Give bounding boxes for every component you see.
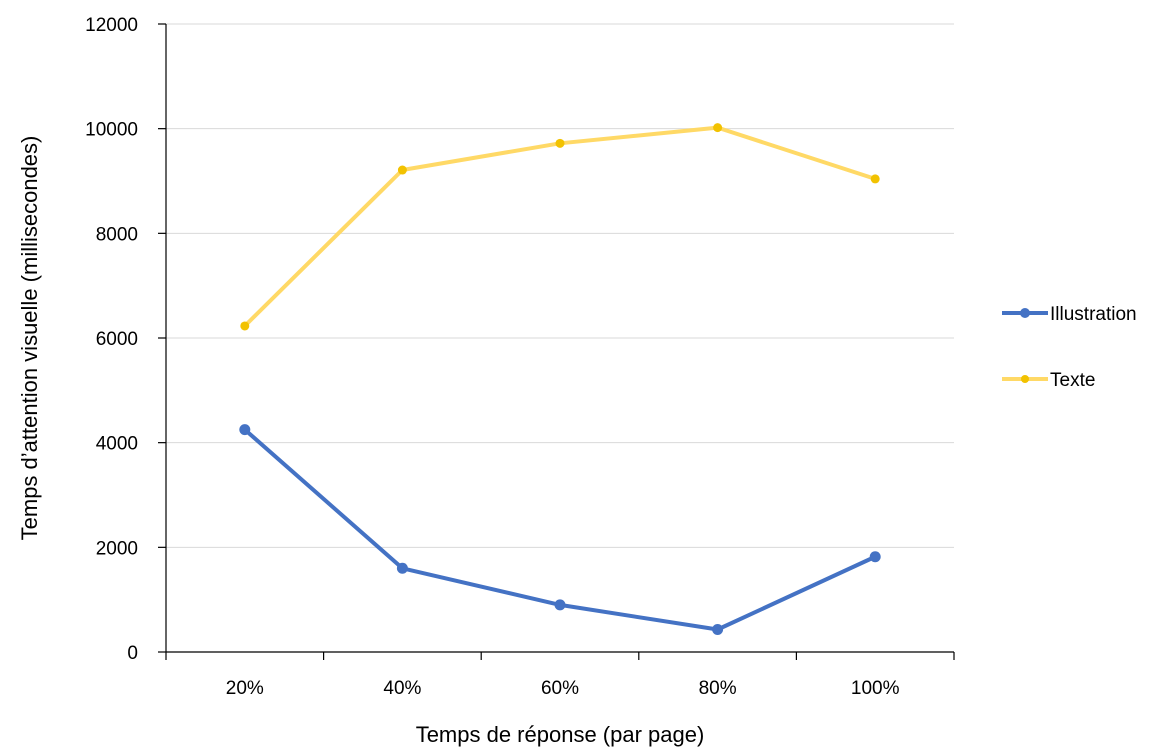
legend-swatch-marker [1021,375,1029,383]
legend-label: Illustration [1050,304,1137,325]
data-point [396,562,408,574]
series-line [242,125,878,328]
series-illustration [239,424,881,635]
y-tick-label: 0 [127,643,138,664]
legend: Illustration Texte [1002,304,1137,391]
y-tick-label: 10000 [85,120,138,141]
axes: 0 2000 4000 6000 8000 10000 12000 20% 40% 60% 80% 1… [85,15,955,699]
gridlines [166,23,954,548]
data-point [555,138,565,148]
x-tick-label: 60% [541,678,579,699]
data-point [713,123,723,133]
data-point [869,551,881,563]
y-axis-title: Temps d’attention visuelle (milliseconde… [17,136,42,541]
legend-item-illustration: Illustration [1002,304,1137,325]
y-tick-label: 6000 [96,329,138,350]
x-tick-label: 40% [383,678,421,699]
x-tick-label: 100% [851,678,900,699]
series-texte [240,123,880,331]
data-point [397,165,407,175]
data-point [870,174,880,184]
data-point [240,321,250,331]
legend-swatch-marker [1020,308,1030,318]
x-tick-label: 20% [226,678,264,699]
legend-item-texte: Texte [1002,370,1095,391]
data-point [239,424,251,436]
data-point [554,599,566,611]
x-axis-title: Temps de réponse (par page) [416,722,705,747]
y-tick-label: 2000 [96,538,138,559]
x-tick-label: 80% [699,678,737,699]
y-tick-label: 12000 [85,15,138,36]
y-tick-label: 8000 [96,224,138,245]
data-point [712,623,724,635]
legend-label: Texte [1050,370,1095,391]
y-tick-label: 4000 [96,434,138,455]
series-lines [239,123,881,635]
